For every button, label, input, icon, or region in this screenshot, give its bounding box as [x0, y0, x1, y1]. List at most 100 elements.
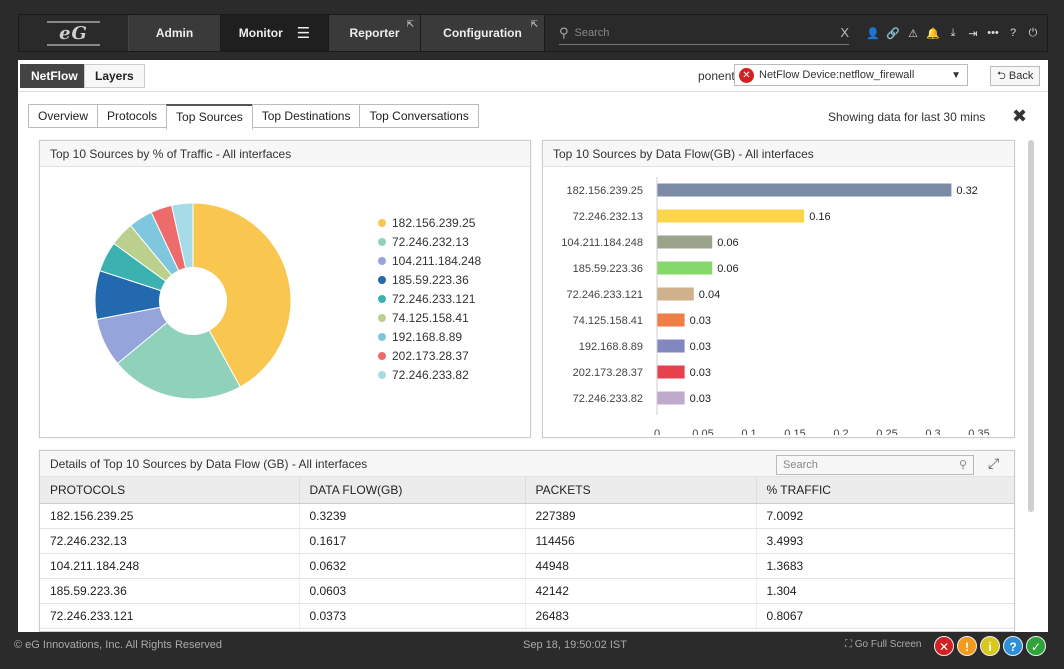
- more-icon[interactable]: •••: [987, 27, 999, 39]
- chevron-down-icon: ▼: [951, 69, 961, 81]
- nav-monitor-label: Monitor: [238, 26, 283, 40]
- time-range-text: Showing data for last 30 mins: [828, 110, 986, 124]
- expand-icon[interactable]: ⤢: [988, 455, 1000, 471]
- legend-item[interactable]: 72.246.233.82: [378, 365, 481, 384]
- tools-icon[interactable]: ✖: [1012, 106, 1028, 126]
- hamburger-icon[interactable]: ☰: [296, 25, 311, 42]
- power-icon[interactable]: ⏻: [1028, 26, 1038, 39]
- bar-category-label: 72.246.232.13: [573, 211, 643, 223]
- full-screen-button[interactable]: ⛶ Go Full Screen: [845, 639, 921, 650]
- bar-value-label: 0.32: [956, 185, 977, 197]
- nav-admin-label: Admin: [155, 26, 194, 40]
- bar[interactable]: [657, 365, 685, 379]
- copyright: © eG Innovations, Inc. All Rights Reserv…: [14, 639, 223, 651]
- col-packets[interactable]: PACKETS: [525, 477, 757, 504]
- table-row[interactable]: 104.211.184.248 0.0632 44948 1.3683: [40, 553, 1014, 579]
- table-row[interactable]: 185.59.223.36 0.0603 42142 1.304: [40, 578, 1014, 604]
- legend-item[interactable]: 182.156.239.25: [378, 213, 481, 232]
- search-placeholder: Search: [574, 26, 610, 39]
- bar-category-label: 182.156.239.25: [567, 185, 643, 197]
- vertical-scrollbar[interactable]: [1028, 140, 1034, 512]
- bar-value-label: 0.06: [717, 237, 738, 249]
- table-row[interactable]: 72.246.232.13 0.1617 114456 3.4993: [40, 528, 1014, 554]
- status-icon[interactable]: ✓: [1026, 636, 1046, 656]
- legend-item[interactable]: 74.125.158.41: [378, 308, 481, 327]
- table-cell: 185.59.223.36: [40, 578, 300, 604]
- bar[interactable]: [657, 287, 694, 301]
- legend-item[interactable]: 104.211.184.248: [378, 251, 481, 270]
- bar[interactable]: [657, 209, 805, 223]
- legend-item[interactable]: 202.173.28.37: [378, 346, 481, 365]
- bar[interactable]: [657, 391, 685, 405]
- bar[interactable]: [657, 339, 685, 353]
- legend-dot-icon: [378, 275, 386, 284]
- col-traffic[interactable]: % TRAFFIC: [756, 477, 1014, 504]
- nav-reporter[interactable]: Reporter ⇱: [329, 15, 421, 51]
- pie-chart: [94, 202, 292, 400]
- pie-slice[interactable]: [192, 202, 292, 388]
- status-icon[interactable]: ✕: [934, 636, 954, 656]
- tab-top-sources[interactable]: Top Sources: [166, 104, 253, 130]
- user-icon[interactable]: 👤: [866, 27, 880, 40]
- pie-legend: 182.156.239.25 72.246.232.13 104.211.184.2…: [378, 213, 481, 384]
- bar[interactable]: [657, 235, 713, 249]
- status-icon[interactable]: i: [980, 636, 1000, 656]
- table-cell: 72.246.232.13: [40, 528, 300, 554]
- x-tick-label: 0.35: [968, 428, 989, 435]
- bar[interactable]: [657, 261, 713, 275]
- tab-layers[interactable]: Layers: [84, 64, 145, 88]
- legend-label: 72.246.232.13: [392, 234, 469, 249]
- table-cell: 7.0092: [756, 503, 1014, 529]
- pie-slice[interactable]: [116, 300, 241, 400]
- tab-protocols[interactable]: Protocols: [97, 104, 168, 128]
- table-search-input[interactable]: Search ⚲: [776, 455, 974, 475]
- full-screen-label: Go Full Screen: [854, 639, 922, 650]
- clear-search-icon[interactable]: X: [840, 25, 849, 40]
- sub-bar: NetFlow Layers ponent ✕ NetFlow Device:n…: [18, 60, 1048, 92]
- footer: © eG Innovations, Inc. All Rights Reserv…: [0, 632, 1064, 669]
- nav-configuration[interactable]: Configuration ⇱: [421, 15, 545, 51]
- tab-top-destinations[interactable]: Top Destinations: [251, 104, 361, 128]
- download-icon[interactable]: ⤓: [950, 26, 956, 39]
- status-icon[interactable]: !: [957, 636, 977, 656]
- alert-icon[interactable]: ⚠: [908, 27, 918, 40]
- legend-item[interactable]: 192.168.8.89: [378, 327, 481, 346]
- bar-category-label: 185.59.223.36: [573, 263, 643, 275]
- col-data-flow[interactable]: DATA FLOW(GB): [299, 477, 526, 504]
- tab-overview[interactable]: Overview: [28, 104, 99, 128]
- back-label: Back: [1008, 70, 1034, 82]
- logout-icon[interactable]: ⇥: [968, 27, 978, 40]
- table-cell: 114456: [525, 528, 757, 554]
- nav-monitor[interactable]: Monitor ☰: [221, 15, 329, 51]
- legend-dot-icon: [378, 237, 386, 246]
- eg-logo[interactable]: eG: [19, 15, 129, 51]
- status-icon[interactable]: ?: [1003, 636, 1023, 656]
- legend-item[interactable]: 185.59.223.36: [378, 270, 481, 289]
- bar-value-label: 0.03: [690, 393, 711, 405]
- pie-chart-title: Top 10 Sources by % of Traffic - All int…: [40, 141, 530, 167]
- bar[interactable]: [657, 183, 952, 197]
- bar-category-label: 72.246.233.82: [573, 393, 643, 405]
- fullscreen-icon: ⛶: [845, 639, 855, 650]
- bar-value-label: 0.03: [690, 315, 711, 327]
- tab-top-conversations[interactable]: Top Conversations: [359, 104, 479, 128]
- legend-item[interactable]: 72.246.233.121: [378, 289, 481, 308]
- global-search[interactable]: ⚲ Search X: [559, 21, 849, 45]
- legend-dot-icon: [378, 332, 386, 341]
- table-row[interactable]: 72.246.233.121 0.0373 26483 0.8067: [40, 603, 1014, 629]
- help-icon[interactable]: ?: [1009, 27, 1017, 39]
- nav-admin[interactable]: Admin: [129, 15, 221, 51]
- component-select[interactable]: ✕ NetFlow Device:netflow_firewall ▼: [734, 64, 968, 86]
- table-row[interactable]: 182.156.239.25 0.3239 227389 7.0092: [40, 503, 1014, 529]
- back-button[interactable]: ⮌ Back: [990, 66, 1041, 86]
- x-tick-label: 0.3: [925, 428, 940, 435]
- back-arrow-icon: ⮌: [997, 70, 1009, 82]
- legend-item[interactable]: 72.246.232.13: [378, 232, 481, 251]
- tab-netflow[interactable]: NetFlow: [20, 64, 89, 88]
- col-protocols[interactable]: PROTOCOLS: [40, 477, 300, 504]
- legend-label: 182.156.239.25: [392, 215, 476, 230]
- link-icon[interactable]: 🔗: [886, 27, 900, 40]
- bell-icon[interactable]: 🔔: [926, 27, 940, 40]
- bar[interactable]: [657, 313, 685, 327]
